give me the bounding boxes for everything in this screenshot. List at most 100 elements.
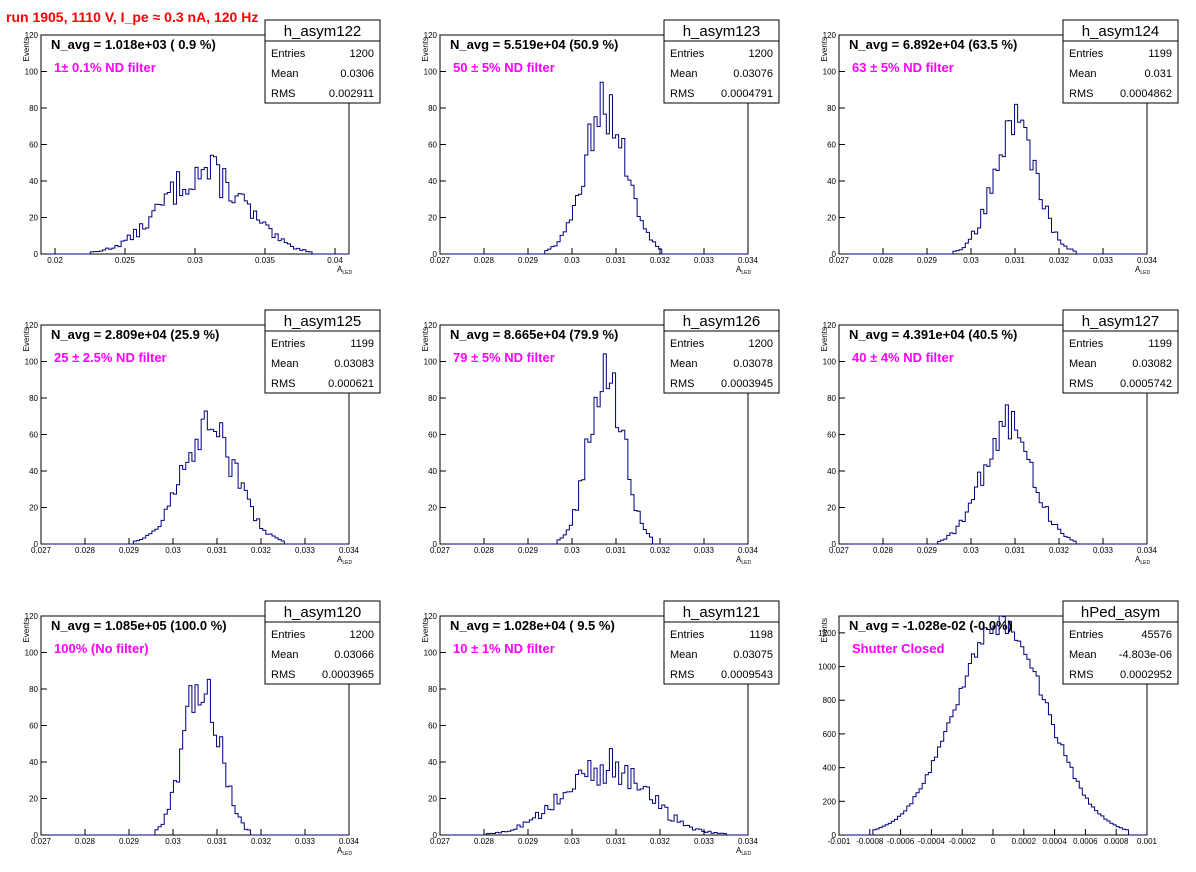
stats-value-entries: 1200 (350, 48, 374, 60)
stats-box-frame (264, 19, 381, 104)
x-tick-label: 0.033 (295, 546, 316, 555)
filter-note: 25 ± 2.5% ND filter (54, 350, 167, 365)
stats-value-rms: 0.0004791 (721, 88, 773, 100)
x-tick-label: -0.0008 (856, 837, 884, 846)
x-tick-label: -0.001 (828, 837, 851, 846)
y-tick-label: 80 (428, 685, 437, 694)
navg-label: N_avg = 1.028e+04 ( 9.5 %) (450, 618, 615, 633)
x-tick-label: 0 (991, 837, 996, 846)
y-tick-label: 40 (29, 467, 38, 476)
y-axis-title: Events (421, 618, 430, 642)
x-tick-label: 0.028 (474, 837, 495, 846)
stats-box-frame (663, 600, 780, 685)
x-axis-title-main: A (1135, 555, 1141, 564)
histogram-line (440, 353, 748, 545)
x-tick-label: 0.0004 (1042, 837, 1067, 846)
y-tick-label: 40 (428, 177, 437, 186)
x-axis-title: ALED (736, 846, 751, 857)
x-tick-label: 0.029 (518, 546, 539, 555)
x-tick-label: 0.034 (339, 546, 360, 555)
stats-box-frame (1062, 309, 1179, 394)
histogram-line (41, 154, 349, 255)
x-tick-label: 0.034 (738, 256, 759, 265)
stats-label-mean: Mean (271, 68, 299, 80)
x-axis-title: ALED (1135, 265, 1150, 276)
y-tick-label: 0 (832, 540, 837, 549)
y-tick-label: 80 (29, 104, 38, 113)
x-tick-label: 0.034 (339, 837, 360, 846)
x-tick-label: 0.032 (1049, 546, 1070, 555)
y-tick-label: 100 (823, 358, 837, 367)
histogram-panel-h_asym127: 0.027 0.028 0.029 0.03 0.031 0.032 0.033 0.034 0… (820, 309, 1179, 566)
x-tick-label: 0.028 (474, 546, 495, 555)
stats-box-frame (663, 309, 780, 394)
x-tick-label: 0.029 (518, 256, 539, 265)
navg-label: N_avg = 8.665e+04 (79.9 %) (450, 327, 618, 342)
x-axis-title-sub: LED (1140, 560, 1150, 566)
x-axis-title-main: A (337, 555, 343, 564)
y-tick-label: 400 (823, 764, 837, 773)
y-tick-label: 0 (433, 540, 438, 549)
y-tick-label: 20 (29, 214, 38, 223)
y-axis-title: Events (820, 327, 829, 351)
filter-note: 1± 0.1% ND filter (54, 60, 156, 75)
y-tick-label: 60 (29, 431, 38, 440)
histogram-panel-h_asym126: 0.027 0.028 0.029 0.03 0.031 0.032 0.033 0.034 0… (421, 309, 780, 566)
x-axis-title-main: A (736, 265, 742, 274)
stats-box-title: h_asym122 (284, 23, 362, 40)
x-tick-label: 0.027 (430, 546, 451, 555)
x-tick-label: 0.03 (564, 837, 580, 846)
page-title: run 1905, 1110 V, I_pe ≈ 0.3 nA, 120 Hz (6, 9, 259, 25)
histogram-panel-h_asym122: 0.02 0.025 0.03 0.035 0.04 0 20 40 60 80 100 120Eve… (22, 19, 381, 276)
x-tick-label: 0.028 (873, 546, 894, 555)
y-tick-label: 60 (428, 431, 437, 440)
stats-label-entries: Entries (670, 629, 705, 641)
stats-value-entries: 1199 (1148, 338, 1172, 350)
x-tick-label: 0.028 (75, 546, 96, 555)
x-axis-title-sub: LED (1140, 270, 1150, 276)
filter-note: 10 ± 1% ND filter (453, 641, 555, 656)
stats-label-entries: Entries (1069, 629, 1104, 641)
stats-value-entries: 1199 (1148, 48, 1172, 60)
stats-value-mean: 0.03082 (1132, 358, 1172, 370)
y-tick-label: 20 (428, 214, 437, 223)
y-tick-label: 40 (827, 177, 836, 186)
x-axis-title-sub: LED (741, 851, 751, 857)
histogram-line (839, 615, 1147, 836)
stats-value-rms: 0.0003965 (322, 669, 374, 681)
stats-value-mean: -4.803e-06 (1119, 649, 1172, 661)
histogram-panel-hPed_asym: -0.001 -0.0008 -0.0006 -0.0004 -0.0002 0 0.000… (818, 600, 1179, 846)
x-axis-title-main: A (337, 846, 343, 855)
x-axis-title-sub: LED (741, 270, 751, 276)
y-tick-label: 40 (29, 177, 38, 186)
x-tick-label: 0.031 (1005, 256, 1026, 265)
x-tick-label: 0.03 (963, 256, 979, 265)
y-tick-label: 120 (823, 31, 837, 40)
y-tick-label: 20 (428, 795, 437, 804)
histogram-line (839, 103, 1147, 255)
x-tick-label: 0.04 (327, 256, 343, 265)
y-axis-title: Events (820, 37, 829, 61)
x-tick-label: 0.031 (207, 837, 228, 846)
x-tick-label: 0.027 (31, 837, 52, 846)
histogram-line (41, 678, 349, 836)
stats-value-entries: 1200 (350, 629, 374, 641)
y-tick-label: 80 (428, 394, 437, 403)
filter-note: 100% (No filter) (54, 641, 149, 656)
y-axis-title: Events (421, 327, 430, 351)
stats-label-entries: Entries (670, 48, 705, 60)
navg-label: N_avg = 1.085e+05 (100.0 %) (51, 618, 227, 633)
histogram-line (440, 81, 748, 255)
stats-value-rms: 0.0009543 (721, 669, 773, 681)
stats-value-rms: 0.002911 (329, 88, 374, 100)
x-tick-label: 0.033 (694, 546, 715, 555)
stats-box: h_asym126 Entries 1200 Mean 0.03078 RMS 0.0003… (663, 309, 780, 394)
stats-box-title: h_asym123 (683, 23, 761, 40)
stats-box-title: h_asym121 (683, 604, 761, 621)
stats-box-frame (1062, 19, 1179, 104)
y-tick-label: 100 (25, 68, 39, 77)
x-axis-title: ALED (337, 846, 352, 857)
y-tick-label: 100 (25, 649, 39, 658)
stats-box-title: hPed_asym (1081, 604, 1160, 621)
stats-label-rms: RMS (271, 669, 295, 681)
